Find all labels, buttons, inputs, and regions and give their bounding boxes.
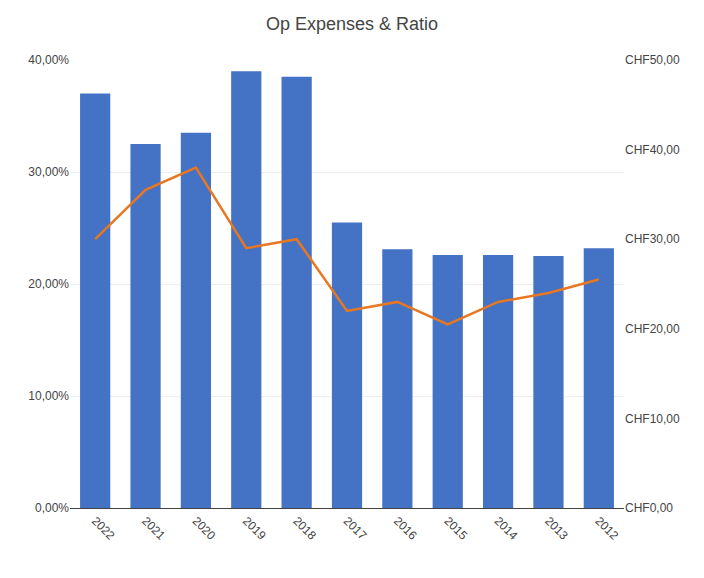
- svg-text:2014: 2014: [492, 514, 521, 543]
- svg-text:2022: 2022: [89, 514, 118, 543]
- svg-text:CHF0,00: CHF0,00: [625, 501, 673, 515]
- svg-text:CHF40,00: CHF40,00: [625, 143, 680, 157]
- svg-text:2018: 2018: [290, 514, 319, 543]
- svg-text:2016: 2016: [391, 514, 420, 543]
- svg-text:CHF50,00: CHF50,00: [625, 53, 680, 67]
- svg-text:CHF30,00: CHF30,00: [625, 232, 680, 246]
- svg-text:40,00%: 40,00%: [28, 53, 69, 67]
- svg-text:2017: 2017: [341, 514, 370, 543]
- svg-text:30,00%: 30,00%: [28, 165, 69, 179]
- svg-text:0,00%: 0,00%: [35, 501, 69, 515]
- svg-text:2019: 2019: [240, 514, 269, 543]
- svg-text:CHF10,00: CHF10,00: [625, 412, 680, 426]
- svg-text:2015: 2015: [441, 514, 470, 543]
- svg-text:2012: 2012: [592, 514, 621, 543]
- svg-text:2013: 2013: [542, 514, 571, 543]
- svg-text:10,00%: 10,00%: [28, 389, 69, 403]
- svg-text:Op Expenses & Ratio: Op Expenses & Ratio: [266, 14, 438, 34]
- svg-text:CHF20,00: CHF20,00: [625, 322, 680, 336]
- svg-text:2021: 2021: [139, 514, 168, 543]
- svg-text:2020: 2020: [190, 514, 219, 543]
- svg-text:20,00%: 20,00%: [28, 277, 69, 291]
